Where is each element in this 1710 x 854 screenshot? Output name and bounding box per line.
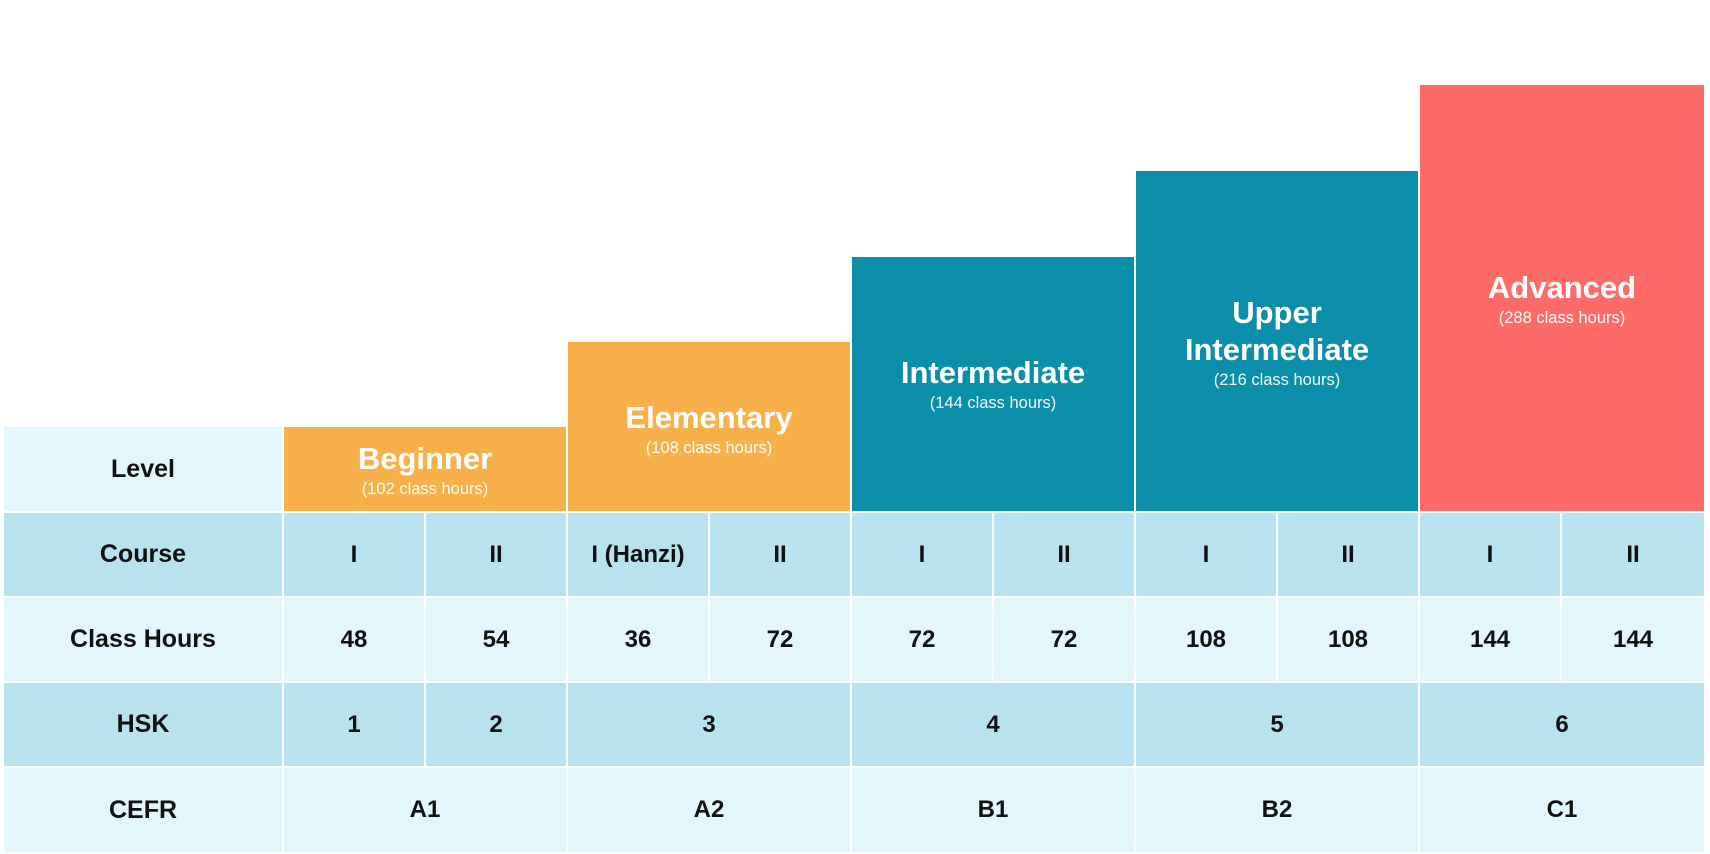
level-name: Advanced	[1487, 270, 1637, 305]
level-hours: (102 class hours)	[361, 479, 489, 498]
level-name: Upper Intermediate	[1185, 294, 1369, 368]
level-block-beginner: Beginner (102 class hours)	[284, 427, 566, 511]
class-hours-cell: 144	[1420, 598, 1560, 681]
class-hours-cell: 72	[710, 598, 850, 681]
class-hours-cell: 144	[1562, 598, 1704, 681]
cefr-cell: A1	[284, 768, 566, 852]
level-name: Intermediate	[900, 355, 1086, 390]
level-name-line-2: Intermediate	[1184, 332, 1370, 367]
course-cell: II	[426, 513, 566, 596]
level-hours: (288 class hours)	[1498, 309, 1626, 327]
cefr-cell: C1	[1420, 768, 1704, 852]
row-header-course: Course	[4, 513, 282, 596]
row-header-cefr: CEFR	[4, 768, 282, 852]
row-header-level: Level	[4, 427, 282, 511]
cefr-cell: B2	[1136, 768, 1418, 852]
cefr-cell: B1	[852, 768, 1134, 852]
course-cell: I	[1420, 513, 1560, 596]
row-header-class-hours: Class Hours	[4, 598, 282, 681]
course-cell: I	[1136, 513, 1276, 596]
hsk-cell: 2	[426, 683, 566, 766]
level-hours: (108 class hours)	[645, 439, 773, 457]
class-hours-cell: 54	[426, 598, 566, 681]
course-cell: I	[852, 513, 992, 596]
course-cell: II	[994, 513, 1134, 596]
level-hours: (216 class hours)	[1213, 371, 1341, 389]
level-name-line-1: Upper	[1232, 295, 1322, 330]
class-hours-cell: 48	[284, 598, 424, 681]
level-block-intermediate: Intermediate (144 class hours)	[852, 257, 1134, 511]
hsk-cell: 5	[1136, 683, 1418, 766]
level-block-advanced: Advanced (288 class hours)	[1420, 85, 1704, 511]
class-hours-cell: 36	[568, 598, 708, 681]
level-hours: (144 class hours)	[929, 394, 1057, 412]
level-name: Elementary	[625, 400, 793, 435]
course-cell: II	[1278, 513, 1418, 596]
class-hours-cell: 108	[1278, 598, 1418, 681]
level-name: Beginner	[357, 440, 493, 476]
hsk-cell: 1	[284, 683, 424, 766]
course-cell: II	[1562, 513, 1704, 596]
class-hours-cell: 72	[852, 598, 992, 681]
row-header-hsk: HSK	[4, 683, 282, 766]
course-cell: II	[710, 513, 850, 596]
course-cell: I	[284, 513, 424, 596]
hsk-cell: 3	[568, 683, 850, 766]
class-hours-cell: 108	[1136, 598, 1276, 681]
cefr-cell: A2	[568, 768, 850, 852]
course-cell: I (Hanzi)	[568, 513, 708, 596]
level-block-elementary: Elementary (108 class hours)	[568, 342, 850, 511]
class-hours-cell: 72	[994, 598, 1134, 681]
hsk-cell: 4	[852, 683, 1134, 766]
level-block-upper-intermediate: Upper Intermediate (216 class hours)	[1136, 171, 1418, 511]
hsk-cell: 6	[1420, 683, 1704, 766]
